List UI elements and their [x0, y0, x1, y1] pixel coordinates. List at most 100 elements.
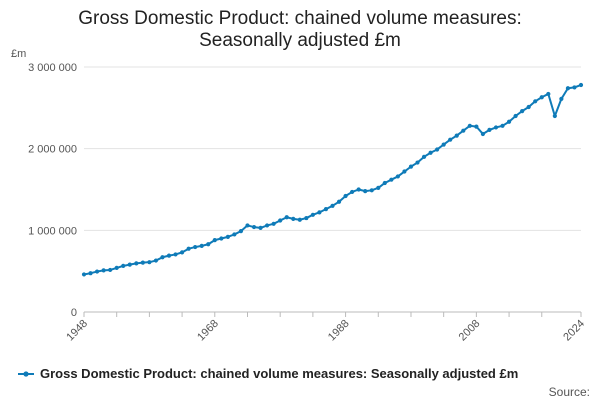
data-point[interactable] [193, 244, 198, 250]
chart-title-line1: Gross Domestic Product: chained volume m… [78, 8, 522, 29]
data-point[interactable] [179, 250, 185, 255]
data-point[interactable] [415, 160, 420, 165]
data-point[interactable] [166, 253, 172, 258]
data-point[interactable] [474, 124, 479, 129]
data-point[interactable] [389, 177, 394, 182]
data-point[interactable] [317, 210, 322, 215]
data-point[interactable] [559, 96, 564, 101]
data-point[interactable] [251, 224, 257, 230]
data-point[interactable] [487, 127, 492, 132]
series-layer [81, 82, 584, 277]
data-point[interactable] [506, 119, 512, 124]
data-point[interactable] [271, 221, 276, 226]
data-point[interactable] [88, 271, 93, 276]
source-label: Source: [549, 385, 590, 399]
data-point[interactable] [278, 218, 283, 223]
data-point[interactable] [147, 260, 152, 265]
data-point[interactable] [513, 113, 518, 119]
data-point[interactable] [369, 188, 374, 193]
data-point[interactable] [441, 142, 446, 147]
data-point[interactable] [526, 104, 531, 110]
data-point[interactable] [81, 272, 87, 277]
data-point[interactable] [108, 267, 113, 273]
data-point[interactable] [539, 95, 544, 100]
data-point[interactable] [350, 189, 355, 195]
y-axis-unit: £m [11, 48, 26, 60]
legend[interactable]: Gross Domestic Product: chained volume m… [18, 366, 518, 381]
y-tick-label: 1 000 000 [28, 225, 77, 237]
data-point[interactable] [520, 109, 525, 114]
x-tick-label: 1968 [195, 318, 221, 344]
data-point[interactable] [363, 189, 368, 194]
data-point[interactable] [395, 174, 400, 179]
data-point[interactable] [356, 187, 361, 192]
data-point[interactable] [435, 147, 440, 152]
y-tick-label: 0 [71, 307, 77, 319]
x-axis: 1948 1968 1988 2008 2024 [64, 318, 587, 344]
data-point[interactable] [421, 154, 427, 159]
data-point[interactable] [153, 258, 159, 263]
data-point[interactable] [402, 169, 407, 174]
x-tick-label: 1948 [64, 318, 90, 344]
x-tick-label: 1988 [326, 318, 352, 344]
data-point[interactable] [572, 85, 577, 90]
data-point[interactable] [336, 199, 342, 204]
data-point[interactable] [493, 125, 499, 130]
data-point[interactable] [533, 99, 538, 104]
data-point[interactable] [225, 234, 230, 239]
data-point[interactable] [140, 260, 145, 265]
data-point[interactable] [160, 255, 165, 260]
data-point[interactable] [297, 217, 302, 222]
data-point[interactable] [219, 236, 224, 241]
data-point[interactable] [461, 128, 466, 133]
chart-title-line2: Seasonally adjusted £m [199, 30, 401, 51]
data-point[interactable] [114, 265, 119, 270]
data-point[interactable] [304, 215, 309, 221]
data-point[interactable] [258, 225, 263, 230]
data-point[interactable] [552, 113, 557, 119]
data-point[interactable] [310, 212, 315, 217]
data-point[interactable] [101, 268, 106, 273]
data-point[interactable] [121, 263, 126, 268]
y-axis: 0 1 000 000 2 000 000 3 000 000 [28, 62, 77, 319]
x-tick-label: 2008 [457, 318, 483, 344]
data-point[interactable] [265, 223, 270, 228]
data-point[interactable] [94, 269, 100, 274]
data-point[interactable] [546, 91, 551, 97]
data-point[interactable] [323, 207, 329, 212]
data-point[interactable] [500, 123, 505, 128]
data-point[interactable] [127, 262, 132, 267]
data-point[interactable] [382, 180, 387, 186]
data-point[interactable] [408, 164, 414, 169]
x-tick-label: 2024 [561, 318, 587, 344]
gridlines [84, 66, 581, 231]
legend-swatch-marker [23, 371, 29, 377]
data-point[interactable] [376, 185, 381, 190]
data-point[interactable] [284, 215, 289, 220]
y-tick-label: 3 000 000 [28, 62, 77, 74]
data-point[interactable] [565, 86, 571, 91]
data-point[interactable] [578, 82, 584, 88]
data-point[interactable] [238, 229, 244, 234]
data-point[interactable] [245, 223, 250, 228]
data-point[interactable] [212, 238, 217, 243]
x-axis-minor-ticks [83, 312, 582, 317]
data-point[interactable] [467, 123, 472, 128]
y-tick-label: 2 000 000 [28, 144, 77, 156]
data-point[interactable] [232, 232, 237, 237]
data-point[interactable] [448, 137, 453, 142]
data-point[interactable] [206, 242, 211, 247]
data-point[interactable] [480, 131, 486, 137]
legend-label: Gross Domestic Product: chained volume m… [40, 366, 518, 381]
data-point[interactable] [428, 150, 433, 155]
data-point[interactable] [343, 193, 348, 199]
data-point[interactable] [199, 243, 204, 248]
data-point[interactable] [173, 252, 178, 257]
data-point[interactable] [454, 133, 459, 138]
data-point[interactable] [134, 261, 139, 266]
data-point[interactable] [291, 216, 296, 221]
series-line [83, 84, 582, 276]
data-point[interactable] [330, 203, 335, 208]
data-point[interactable] [186, 246, 191, 251]
